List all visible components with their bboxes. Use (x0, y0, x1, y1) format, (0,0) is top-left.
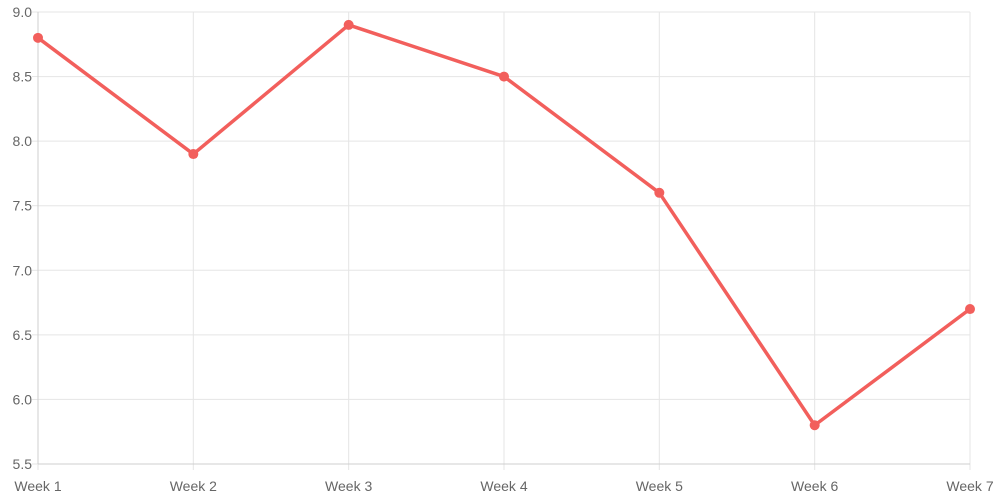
data-point (809, 420, 820, 431)
y-tick-labels: 9.0 8.5 8.0 7.5 7.0 6.5 6.0 5.5 (13, 4, 33, 472)
y-tick-label: 9.0 (13, 4, 33, 20)
data-point (33, 32, 43, 43)
x-tick-label: Week 3 (325, 478, 372, 494)
axes (37, 12, 970, 465)
y-tick-label: 6.0 (13, 391, 33, 407)
x-tick-label: Week 5 (636, 478, 683, 494)
data-point (499, 71, 509, 82)
y-tick-label: 7.5 (13, 198, 33, 214)
data-point (188, 149, 199, 160)
series-points (33, 19, 975, 431)
y-tick-label: 7.0 (13, 262, 33, 278)
x-tick-label: Week 1 (14, 478, 61, 494)
x-tick-labels: Week 1 Week 2 Week 3 Week 4 Week 5 Week 6 Week… (14, 478, 993, 494)
y-tick-label: 8.0 (13, 133, 33, 149)
data-point (654, 187, 665, 198)
y-tick-label: 5.5 (13, 456, 33, 472)
x-gridlines (37, 12, 971, 470)
data-point (343, 19, 354, 30)
y-tick-label: 6.5 (13, 327, 33, 343)
x-tick-label: Week 4 (480, 478, 527, 494)
data-point (965, 304, 975, 315)
y-tick-label: 8.5 (13, 69, 33, 85)
x-tick-label: Week 6 (791, 478, 838, 494)
x-tick-label: Week 7 (946, 478, 993, 494)
x-tick-label: Week 2 (170, 478, 217, 494)
